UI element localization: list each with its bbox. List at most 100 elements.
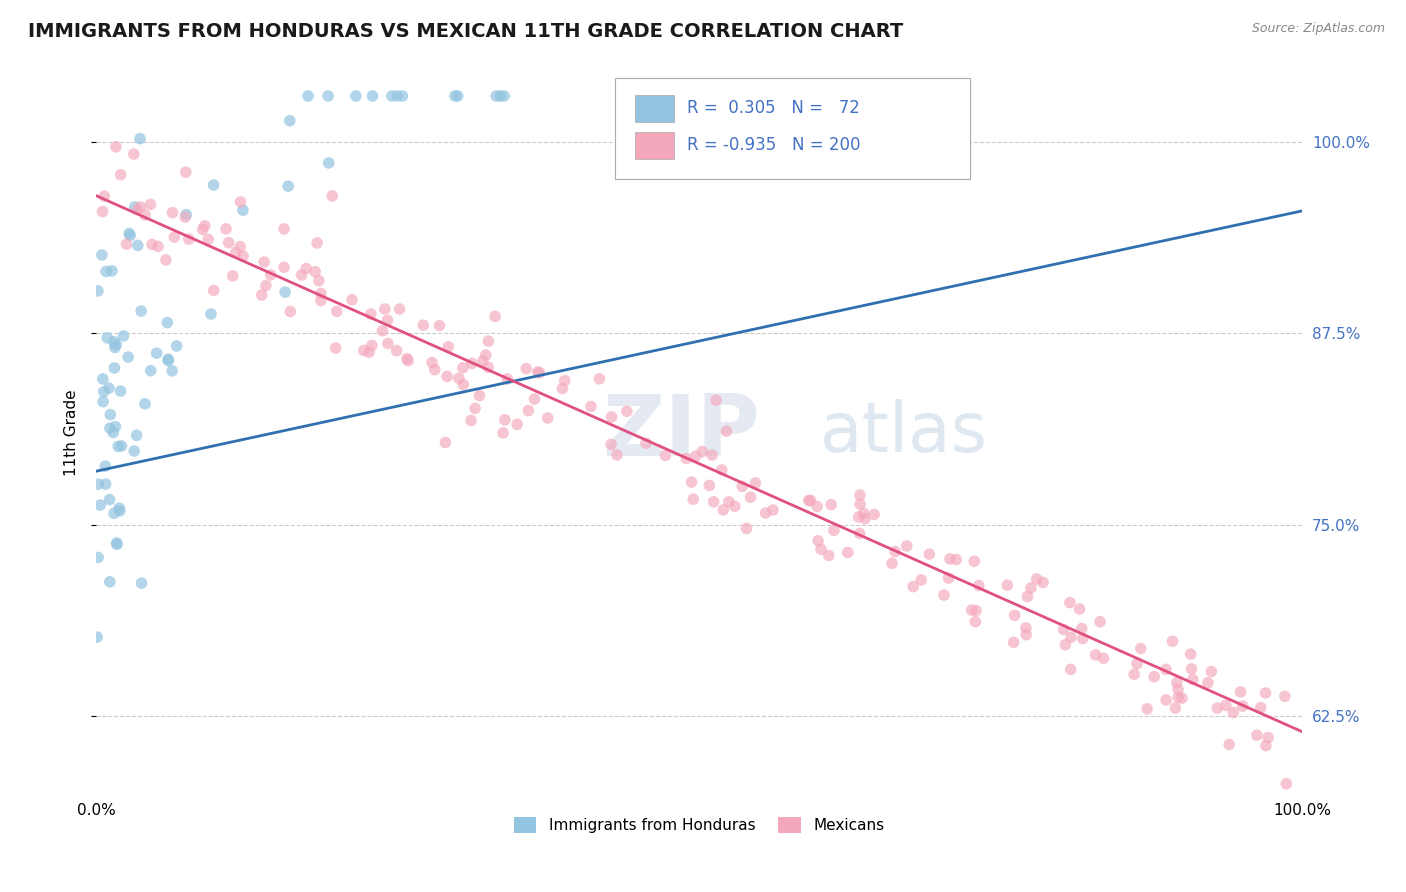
Point xyxy=(1069,602,1091,616)
Point xyxy=(412,318,434,333)
Point xyxy=(177,232,200,246)
Point xyxy=(87,284,110,298)
Point xyxy=(1181,673,1204,687)
Point xyxy=(122,147,145,161)
Point xyxy=(1167,690,1189,705)
Point xyxy=(103,360,125,375)
Point xyxy=(716,424,738,438)
Point xyxy=(101,264,124,278)
Point xyxy=(1161,634,1184,648)
Point xyxy=(939,552,962,566)
Point xyxy=(98,421,121,435)
Point xyxy=(108,501,131,516)
Point xyxy=(474,348,496,362)
Text: atlas: atlas xyxy=(820,400,987,467)
Point xyxy=(1070,622,1092,636)
Point xyxy=(477,334,499,348)
Point xyxy=(884,544,907,558)
Point xyxy=(853,512,876,526)
Point xyxy=(91,394,114,409)
Point xyxy=(93,384,115,399)
Point xyxy=(89,498,111,512)
Y-axis label: 11th Grade: 11th Grade xyxy=(65,390,79,476)
Point xyxy=(938,571,960,585)
Point xyxy=(849,488,872,502)
Point xyxy=(129,304,152,318)
Point xyxy=(588,372,610,386)
Point xyxy=(1154,693,1177,707)
Point xyxy=(554,374,576,388)
Point xyxy=(735,521,758,535)
Point xyxy=(699,478,721,492)
Point xyxy=(1180,647,1202,661)
Point xyxy=(86,630,108,644)
Point xyxy=(447,89,470,103)
Point xyxy=(1232,699,1254,714)
Point xyxy=(395,351,418,366)
Point xyxy=(1017,590,1039,604)
Point xyxy=(127,238,149,252)
Point xyxy=(807,533,830,548)
Point xyxy=(105,537,128,551)
Point xyxy=(381,89,404,103)
Point xyxy=(273,260,295,275)
FancyBboxPatch shape xyxy=(614,78,970,178)
Point xyxy=(141,237,163,252)
FancyBboxPatch shape xyxy=(636,132,673,160)
Point xyxy=(823,524,845,538)
Point xyxy=(166,339,188,353)
Point xyxy=(806,500,828,514)
Point xyxy=(91,372,114,386)
Point xyxy=(112,329,135,343)
Point xyxy=(1166,675,1188,690)
Point xyxy=(218,235,240,250)
Point xyxy=(494,89,516,103)
Point xyxy=(94,477,117,491)
Point xyxy=(1092,651,1115,665)
Point xyxy=(108,504,131,518)
Point xyxy=(304,265,326,279)
Point xyxy=(477,360,499,375)
Point xyxy=(1019,581,1042,595)
Point xyxy=(353,343,375,358)
Point xyxy=(523,392,546,406)
Point xyxy=(616,404,638,418)
Point xyxy=(529,366,551,380)
Point xyxy=(118,227,141,241)
Point xyxy=(104,341,127,355)
Point xyxy=(1059,596,1081,610)
Point xyxy=(551,382,574,396)
Point xyxy=(115,237,138,252)
Point xyxy=(107,439,129,453)
Point xyxy=(1164,701,1187,715)
Point xyxy=(139,364,162,378)
Point xyxy=(309,293,332,308)
Point xyxy=(250,288,273,302)
Point xyxy=(710,463,733,477)
Point xyxy=(157,353,180,368)
Point xyxy=(451,360,474,375)
Point xyxy=(127,202,149,217)
Point xyxy=(374,301,396,316)
Point xyxy=(125,428,148,442)
Point xyxy=(93,189,115,203)
Point xyxy=(131,576,153,591)
Point xyxy=(1254,739,1277,753)
Point xyxy=(94,264,117,278)
Point xyxy=(1218,738,1240,752)
Point xyxy=(321,189,343,203)
Point xyxy=(1215,698,1237,713)
Point xyxy=(1025,572,1047,586)
Point xyxy=(1274,690,1296,704)
Point xyxy=(360,338,382,352)
Point xyxy=(174,210,197,224)
Point xyxy=(174,165,197,179)
Point xyxy=(820,498,842,512)
Point xyxy=(1167,682,1189,697)
Point xyxy=(87,550,110,565)
Point xyxy=(103,506,125,520)
Point xyxy=(98,574,121,589)
Point xyxy=(202,178,225,193)
Point xyxy=(537,411,560,425)
Point xyxy=(110,439,132,453)
